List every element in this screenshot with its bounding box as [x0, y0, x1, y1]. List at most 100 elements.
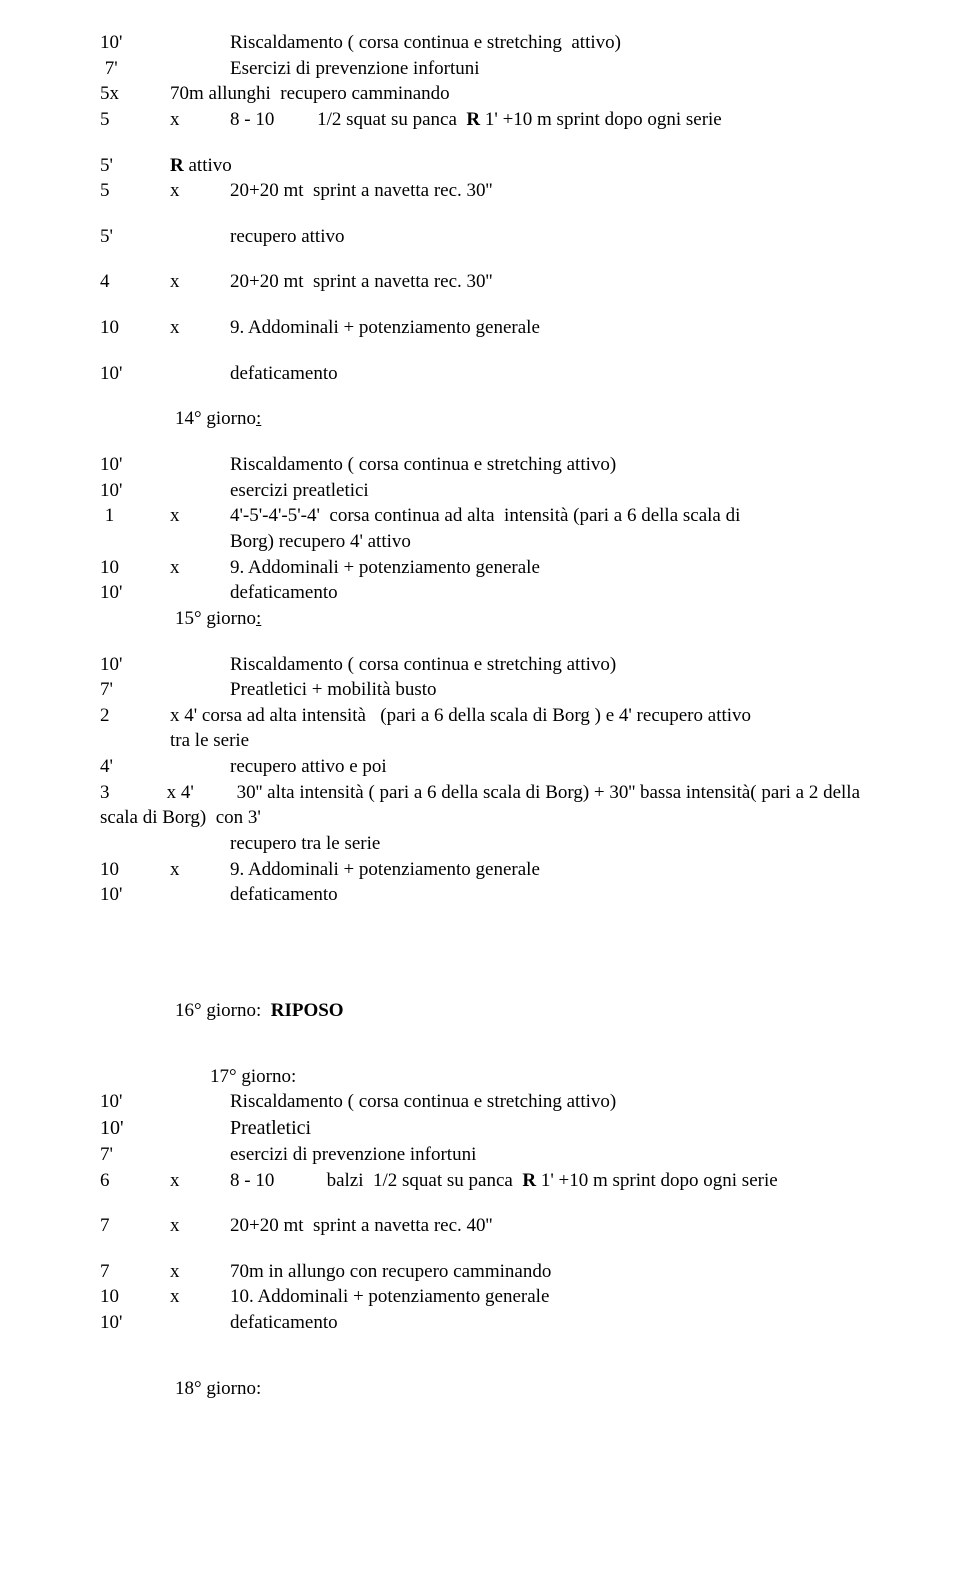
col-desc: Riscaldamento ( corsa continua e stretch…	[230, 1089, 616, 1115]
col-desc: 10. Addominali + potenziamento generale	[230, 1284, 549, 1310]
col-desc: defaticamento	[230, 580, 338, 606]
col-time: 10	[100, 1284, 170, 1310]
text-line: 5'recupero attivo	[100, 224, 860, 250]
col-x: x	[170, 857, 230, 883]
text-line: 5x20+20 mt sprint a navetta rec. 30''	[100, 178, 860, 204]
col-x: x	[170, 269, 230, 295]
col-x	[170, 652, 230, 678]
col-desc: R attivo	[170, 153, 232, 179]
col-time: 5	[100, 107, 170, 133]
day-heading: 15° giorno:	[100, 606, 860, 632]
col-desc: Borg) recupero 4' attivo	[230, 529, 411, 555]
col-desc: recupero attivo	[230, 224, 344, 250]
col-time: 10	[100, 555, 170, 581]
col-x	[170, 882, 230, 908]
text-line: 2x 4' corsa ad alta intensità (pari a 6 …	[100, 703, 860, 729]
col-desc: Riscaldamento ( corsa continua e stretch…	[230, 30, 621, 56]
text-line: 5'R attivo	[100, 153, 860, 179]
col-time	[100, 831, 170, 857]
text-line: 7x70m in allungo con recupero camminando	[100, 1259, 860, 1285]
col-x	[170, 452, 230, 478]
day-heading: 17° giorno:	[100, 1064, 860, 1090]
text-line: 1x4'-5'-4'-5'-4' corsa continua ad alta …	[100, 503, 860, 529]
col-desc: 9. Addominali + potenziamento generale	[230, 555, 540, 581]
col-time	[100, 529, 170, 555]
text-line: 4x20+20 mt sprint a navetta rec. 30''	[100, 269, 860, 295]
text-line: 10' defaticamento	[100, 361, 860, 387]
text-line: 10'Riscaldamento ( corsa continua e stre…	[100, 452, 860, 478]
col-time: 5'	[100, 153, 170, 179]
col-x: x	[170, 315, 230, 341]
col-time: 4'	[100, 754, 170, 780]
col-x	[170, 30, 230, 56]
text-line: 10x9. Addominali + potenziamento general…	[100, 857, 860, 883]
col-time: 10'	[100, 478, 170, 504]
col-time	[100, 728, 170, 754]
text-line: 10x9. Addominali + potenziamento general…	[100, 315, 860, 341]
text-line: Borg) recupero 4' attivo	[100, 529, 860, 555]
day-15-block: 10' Riscaldamento ( corsa continua e stre…	[100, 652, 860, 908]
text-line: 10x9. Addominali + potenziamento general…	[100, 555, 860, 581]
col-desc: Riscaldamento ( corsa continua e stretch…	[230, 452, 616, 478]
col-time: 6	[100, 1168, 170, 1194]
text-line: 10'Preatletici	[100, 1115, 860, 1142]
day-17-block: 10' Riscaldamento ( corsa continua e stre…	[100, 1089, 860, 1335]
col-time: 10'	[100, 361, 170, 387]
col-x: x	[170, 555, 230, 581]
col-x	[170, 529, 230, 555]
text-line: 10'defaticamento	[100, 580, 860, 606]
col-time: 10'	[100, 1089, 170, 1115]
col-desc: 8 - 10 balzi 1/2 squat su panca R 1' +10…	[230, 1168, 778, 1194]
col-time: 7	[100, 1259, 170, 1285]
text-line: 4' recupero attivo e poi	[100, 754, 860, 780]
col-desc: esercizi di prevenzione infortuni	[230, 1142, 476, 1168]
text-line: 3x 4' 30'' alta intensità ( pari a 6 del…	[100, 780, 860, 806]
day-heading: 16° giorno: RIPOSO	[100, 998, 860, 1024]
col-x: x	[170, 107, 230, 133]
col-desc: 9. Addominali + potenziamento generale	[230, 857, 540, 883]
col-time: 5	[100, 178, 170, 204]
text-line: 10x10. Addominali + potenziamento genera…	[100, 1284, 860, 1310]
col-desc: recupero attivo e poi	[230, 754, 387, 780]
col-desc: 20+20 mt sprint a navetta rec. 40''	[230, 1213, 492, 1239]
col-x: x	[170, 1213, 230, 1239]
col-x: x	[170, 503, 230, 529]
col-desc: x 4' corsa ad alta intensità (pari a 6 d…	[170, 703, 751, 729]
col-desc: Preatletici	[230, 1115, 311, 1142]
col-x	[170, 677, 230, 703]
col-desc: Riscaldamento ( corsa continua e stretch…	[230, 652, 616, 678]
col-x	[170, 224, 230, 250]
text-line: 7' esercizi di prevenzione infortuni	[100, 1142, 860, 1168]
col-desc: tra le serie	[170, 728, 249, 754]
day-heading: 18° giorno:	[100, 1376, 860, 1402]
col-x: x	[170, 1259, 230, 1285]
col-time: 10'	[100, 30, 170, 56]
col-desc: 70m allunghi recupero camminando	[170, 81, 450, 107]
text-line: 7'Esercizi di prevenzione infortuni	[100, 56, 860, 82]
col-desc: x 4' 30'' alta intensità ( pari a 6 dell…	[167, 780, 860, 806]
text-line: tra le serie	[100, 728, 860, 754]
text-line: 6x8 - 10 balzi 1/2 squat su panca R 1' +…	[100, 1168, 860, 1194]
col-desc: 70m in allungo con recupero camminando	[230, 1259, 551, 1285]
col-time: 10'	[100, 882, 170, 908]
col-desc: 4'-5'-4'-5'-4' corsa continua ad alta in…	[230, 503, 740, 529]
col-time: 7'	[100, 1142, 170, 1168]
text-line: 10' defaticamento	[100, 882, 860, 908]
col-desc: defaticamento	[230, 882, 338, 908]
text-line: 10' Riscaldamento ( corsa continua e stre…	[100, 652, 860, 678]
col-x	[170, 1089, 230, 1115]
col-desc: 20+20 mt sprint a navetta rec. 30''	[230, 178, 492, 204]
col-time: 2	[100, 703, 170, 729]
col-x	[170, 1310, 230, 1336]
col-desc: recupero tra le serie	[230, 831, 380, 857]
col-time: 10'	[100, 652, 170, 678]
col-time: 7	[100, 1213, 170, 1239]
col-time: 7'	[100, 677, 170, 703]
col-x	[170, 56, 230, 82]
col-desc: Esercizi di prevenzione infortuni	[230, 56, 480, 82]
day-heading: 14° giorno:	[100, 406, 860, 432]
text-line: 10' Riscaldamento ( corsa continua e stre…	[100, 30, 860, 56]
col-time: 10	[100, 315, 170, 341]
col-desc: defaticamento	[230, 361, 338, 387]
col-time: 3	[100, 780, 167, 806]
